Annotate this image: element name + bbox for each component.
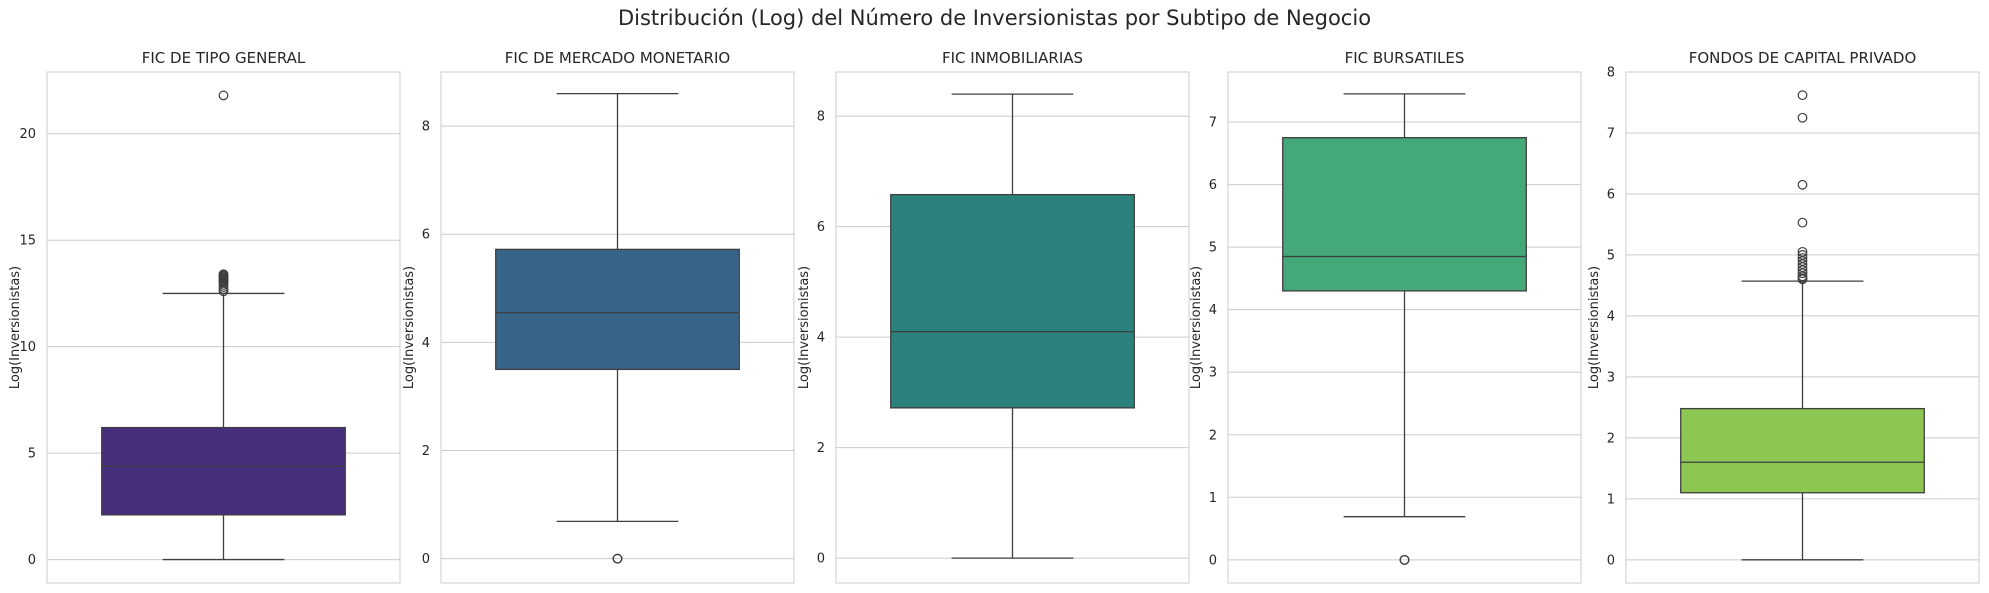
outlier-point — [1797, 246, 1808, 257]
outlier-point — [1797, 217, 1808, 228]
y-tick-label: 3 — [1209, 366, 1217, 381]
subplot-4: 0 1 2 3 4 5 6 7 FIC BURSATILES Log(Inversionistas… — [1189, 49, 1582, 584]
y-tick-label: 2 — [1607, 431, 1615, 446]
subplot-5: 0 1 2 3 4 5 6 7 8 FONDOS DE CAPITAL PRIVADO Log(In… — [1587, 49, 1980, 584]
box-iqr — [1680, 407, 1925, 494]
subplot-2: 0 2 4 6 8 FIC DE MERCADO MONETARIO Log(Inversi… — [402, 49, 795, 584]
y-tick-label: 7 — [1209, 116, 1217, 131]
outlier-point — [218, 90, 229, 101]
y-tick-label: 1 — [1607, 492, 1615, 507]
subplot-title: FIC INMOBILIARIAS — [942, 49, 1083, 67]
outlier-point — [612, 553, 623, 564]
subplot-title: FIC DE MERCADO MONETARIO — [505, 49, 730, 67]
y-tick-label: 4 — [817, 331, 825, 346]
y-tick-label: 0 — [817, 552, 825, 567]
y-tick-label: 1 — [1209, 491, 1217, 506]
box-iqr — [495, 248, 740, 371]
subplot-title: FIC DE TIPO GENERAL — [142, 49, 306, 67]
y-tick-label: 4 — [422, 336, 430, 351]
y-tick-label: 6 — [1209, 178, 1217, 193]
y-tick-label: 4 — [1209, 303, 1217, 318]
box-iqr — [101, 426, 346, 516]
subplot-1: 0 5 10 15 20 FIC DE TIPO GENERAL Log(Inversion… — [8, 49, 401, 584]
y-tick-label: 5 — [28, 447, 36, 462]
y-tick-label: 0 — [1607, 553, 1615, 568]
y-axis-label: Log(Inversionistas) — [402, 266, 417, 389]
outlier-point — [218, 269, 229, 280]
outlier-point — [1797, 90, 1808, 101]
axes-frame — [1625, 71, 1980, 584]
y-tick-label: 0 — [28, 553, 36, 568]
chart-suptitle: Distribución (Log) del Número de Inversi… — [617, 6, 1372, 30]
y-tick-label: 0 — [1209, 553, 1217, 568]
y-tick-label: 2 — [1209, 428, 1217, 443]
axes-frame — [835, 71, 1190, 584]
y-tick-label: 10 — [19, 340, 36, 355]
subplot-title: FONDOS DE CAPITAL PRIVADO — [1689, 49, 1917, 67]
y-tick-label: 2 — [422, 444, 430, 459]
y-tick-label: 8 — [422, 120, 430, 135]
y-axis-label: Log(Inversionistas) — [797, 266, 812, 389]
subplot-title: FIC BURSATILES — [1345, 49, 1465, 67]
y-axis-label: Log(Inversionistas) — [8, 266, 23, 389]
y-tick-label: 2 — [817, 441, 825, 456]
axes-frame — [46, 71, 401, 584]
axes-frame — [440, 71, 795, 584]
y-tick-label: 20 — [19, 127, 36, 142]
y-tick-label: 15 — [19, 234, 36, 249]
y-tick-label: 6 — [422, 228, 430, 243]
outlier-point — [1797, 179, 1808, 190]
outlier-point — [1399, 554, 1410, 565]
y-tick-label: 7 — [1607, 126, 1615, 141]
y-tick-label: 6 — [1607, 187, 1615, 202]
y-tick-label: 5 — [1607, 248, 1615, 263]
outlier-point — [1797, 250, 1808, 260]
box-iqr — [1282, 137, 1527, 292]
y-tick-label: 8 — [1607, 66, 1615, 81]
box-iqr — [890, 193, 1135, 409]
outlier-point — [1797, 253, 1808, 263]
y-axis-label: Log(Inversionistas) — [1587, 266, 1602, 389]
y-axis-label: Log(Inversionistas) — [1189, 266, 1204, 389]
y-tick-label: 8 — [817, 110, 825, 125]
subplot-3: 0 2 4 6 8 FIC INMOBILIARIAS Log(Inversionistas… — [797, 49, 1190, 584]
y-tick-label: 4 — [1607, 309, 1615, 324]
outlier-point — [1797, 112, 1808, 123]
axes-frame — [1227, 71, 1582, 584]
y-tick-label: 6 — [817, 220, 825, 235]
y-tick-label: 3 — [1607, 370, 1615, 385]
y-tick-label: 5 — [1209, 241, 1217, 256]
y-tick-label: 0 — [422, 552, 430, 567]
